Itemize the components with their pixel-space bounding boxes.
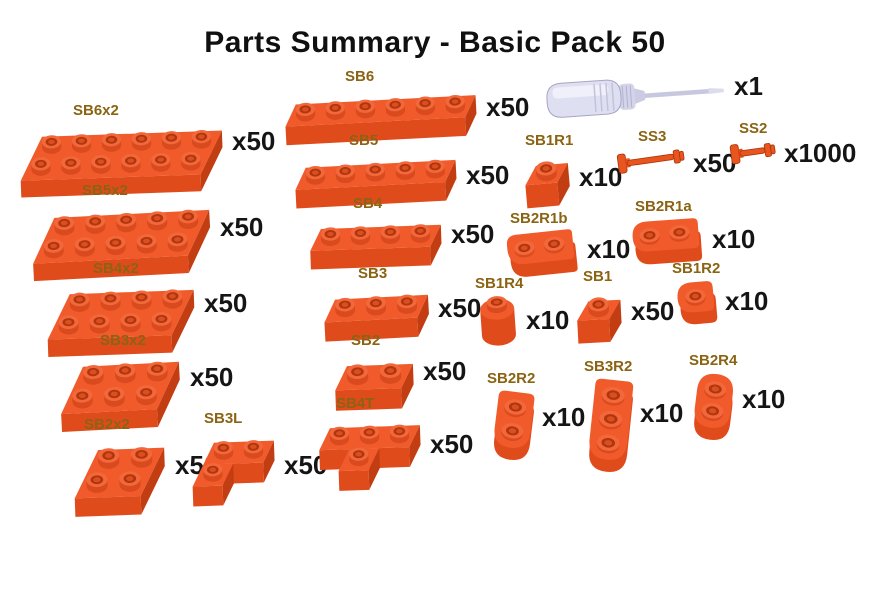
part-label: SB3 xyxy=(358,265,388,282)
part-label: SB4T xyxy=(336,395,375,412)
part-quantity: x50 xyxy=(693,148,737,178)
brick-graphic xyxy=(523,150,574,210)
part-label: SB5x2 xyxy=(82,182,128,199)
part-quantity: x50 xyxy=(190,362,234,392)
brick-graphic xyxy=(293,150,461,209)
brick-graphic xyxy=(587,376,635,477)
pin-graphic xyxy=(729,138,779,166)
brick-graphic xyxy=(504,228,582,279)
part-label: SB2 xyxy=(351,332,381,349)
brick-graphic xyxy=(674,278,720,328)
part-quantity: x50 xyxy=(220,212,264,242)
part-label: SB5 xyxy=(349,132,379,149)
brick-graphic xyxy=(691,370,737,445)
part-sb2r1a: SB2R1a x10 xyxy=(629,198,755,267)
brick-graphic xyxy=(30,200,215,282)
part-sb3: SB3 x50 xyxy=(322,265,481,342)
part-quantity: x50 xyxy=(204,288,248,318)
brick-graphic xyxy=(308,213,446,271)
part-label: SB2R4 xyxy=(689,352,738,369)
part-sb3x2: SB3x2 x50 xyxy=(58,332,233,432)
part-sb2r4: SB2R4 x10 xyxy=(689,352,785,445)
part-sb6: SB6 x50 xyxy=(283,68,529,146)
brick-graphic xyxy=(45,278,199,358)
part-sb4: SB4 x50 xyxy=(308,195,494,271)
part-label: SB1R1 xyxy=(525,132,574,149)
part-label: SB3R2 xyxy=(584,358,633,375)
part-quantity: x10 xyxy=(542,402,586,432)
part-quantity: x10 xyxy=(725,286,769,316)
part-sb2x2: SB2x2 x50 xyxy=(72,416,218,519)
part-quantity: x1 xyxy=(734,71,763,101)
part-sb6x2: SB6x2 x50 xyxy=(18,102,275,198)
brick-graphic xyxy=(58,350,185,432)
part-quantity: x10 xyxy=(587,234,631,264)
part-quantity: x50 xyxy=(423,356,467,386)
brick-graphic xyxy=(190,428,279,508)
part-quantity: x50 xyxy=(466,160,510,190)
brick-graphic xyxy=(477,293,521,349)
part-label: SB3x2 xyxy=(100,332,146,349)
part-label: SB1 xyxy=(583,268,613,285)
part-label: SS2 xyxy=(739,120,768,137)
part-quantity: x50 xyxy=(486,92,530,122)
part-quantity: x10 xyxy=(579,162,623,192)
part-label: SB2R1b xyxy=(510,210,568,227)
part-sb5: SB5 x50 xyxy=(293,132,509,209)
part-sb1r1: SB1R1 x10 xyxy=(523,132,622,210)
brick-graphic xyxy=(491,388,537,465)
part-ss2: SS2 x1000 xyxy=(729,120,856,166)
part-sb5x2: SB5x2 x50 xyxy=(30,182,263,282)
part-quantity: x1000 xyxy=(784,138,857,168)
screwdriver-graphic xyxy=(545,73,729,121)
part-sb2: SB2 x50 xyxy=(333,332,466,413)
part-quantity: x50 xyxy=(232,126,276,156)
part-label: SB6x2 xyxy=(73,102,119,119)
part-label: SB4x2 xyxy=(93,260,139,277)
part-quantity: x10 xyxy=(712,224,756,254)
part-sb4x2: SB4x2 x50 xyxy=(45,260,247,358)
brick-graphic xyxy=(283,86,481,146)
part-label: SB2x2 xyxy=(84,416,130,433)
pin-graphic xyxy=(616,146,688,174)
part-sb2r2: SB2R2 x10 xyxy=(487,370,585,465)
brick-graphic xyxy=(72,434,170,519)
part-sb1r4: SB1R4 x10 xyxy=(475,275,569,349)
part-sb3r2: SB3R2 x10 xyxy=(584,358,683,477)
part-sb1r2: SB1R2 x10 xyxy=(672,260,768,328)
part-quantity: x50 xyxy=(438,293,482,323)
page-title: Parts Summary - Basic Pack 50 xyxy=(204,26,666,59)
part-label: SB3L xyxy=(204,410,243,427)
part-quantity: x10 xyxy=(640,398,684,428)
part-label: SB4 xyxy=(353,195,383,212)
part-label: SS3 xyxy=(638,128,667,145)
part-sb3l: SB3L x50 xyxy=(190,410,327,508)
part-sb1: SB1 x50 xyxy=(575,268,674,346)
part-label: SB1R2 xyxy=(672,260,721,277)
brick-graphic xyxy=(322,283,433,342)
part-sb4t: SB4T x50 xyxy=(306,395,473,493)
part-quantity: x50 xyxy=(451,219,495,249)
part-screwdriver: x1 xyxy=(545,73,763,121)
part-label: SB2R1a xyxy=(635,198,692,215)
part-quantity: x10 xyxy=(526,305,570,335)
part-quantity: x50 xyxy=(430,429,474,459)
part-label: SB1R4 xyxy=(475,275,524,292)
part-sb2r1b: SB2R1b x10 xyxy=(504,210,630,279)
part-quantity: x50 xyxy=(631,296,675,326)
brick-graphic xyxy=(575,286,626,346)
part-label: SB6 xyxy=(345,68,375,85)
part-quantity: x10 xyxy=(742,384,786,414)
part-ss3: SS3 x50 xyxy=(616,128,736,176)
brick-graphic xyxy=(629,216,707,267)
brick-graphic xyxy=(333,350,418,413)
part-label: SB2R2 xyxy=(487,370,536,387)
brick-graphic xyxy=(18,120,227,198)
brick-graphic xyxy=(306,413,425,493)
